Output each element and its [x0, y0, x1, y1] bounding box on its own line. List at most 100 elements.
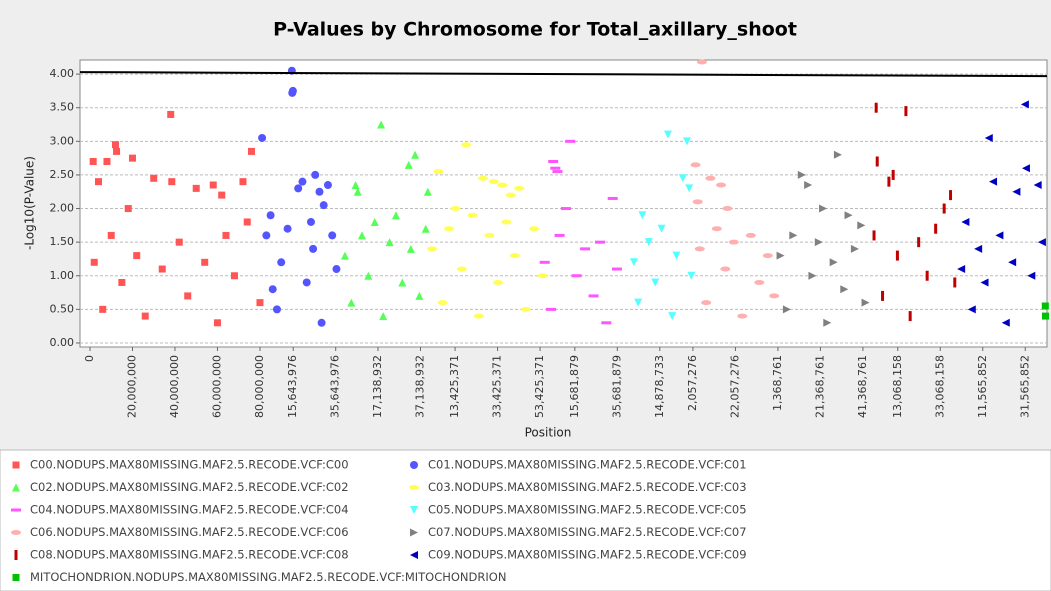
point: [461, 142, 472, 148]
point: [895, 250, 899, 261]
x-tick-label: 21,368,761: [813, 355, 826, 418]
point: [887, 176, 891, 187]
point: [861, 298, 870, 307]
point: [934, 223, 938, 234]
point: [370, 217, 379, 226]
point: [488, 179, 499, 185]
legend-marker: [410, 506, 418, 514]
point: [891, 169, 895, 180]
point: [754, 279, 765, 285]
point: [685, 184, 694, 193]
point: [288, 88, 297, 97]
point: [364, 271, 373, 280]
point: [103, 157, 111, 165]
point: [218, 191, 226, 199]
point: [377, 120, 386, 129]
legend-label: C07.NODUPS.MAX80MISSING.MAF2.5.RECODE.VC…: [428, 525, 747, 539]
x-tick-label: 20,000,000: [125, 355, 138, 418]
point: [814, 238, 823, 247]
x-tick-label: 15,643,976: [286, 355, 299, 418]
point: [256, 299, 264, 307]
point: [484, 232, 495, 238]
legend-marker: [410, 528, 418, 537]
y-tick-label: 2.50: [50, 168, 75, 181]
legend-label: C02.NODUPS.MAX80MISSING.MAF2.5.RECODE.VC…: [30, 480, 349, 494]
point: [629, 258, 638, 267]
point: [668, 312, 677, 321]
point: [398, 278, 407, 287]
point: [823, 318, 832, 327]
x-tick-label: 35,643,976: [329, 355, 342, 418]
point: [107, 231, 115, 239]
point: [357, 231, 366, 240]
x-tick-label: 2,057,276: [686, 355, 699, 411]
point: [571, 274, 582, 278]
point: [385, 238, 394, 247]
point: [705, 175, 716, 181]
x-tick-label: 1,368,761: [771, 355, 784, 411]
point: [450, 206, 461, 212]
point: [601, 321, 612, 325]
point: [277, 258, 286, 267]
point: [745, 232, 756, 238]
point: [694, 246, 705, 252]
point: [980, 278, 989, 287]
point: [634, 298, 643, 307]
point: [782, 305, 791, 314]
point: [294, 184, 303, 193]
point: [99, 305, 107, 313]
y-tick-label: 3.00: [50, 134, 75, 147]
point: [309, 244, 318, 253]
point: [497, 182, 508, 188]
point: [908, 311, 912, 322]
legend-label: C00.NODUPS.MAX80MISSING.MAF2.5.RECODE.VC…: [30, 458, 349, 472]
point: [984, 133, 993, 142]
point: [141, 312, 149, 320]
x-tick-label: 14,878,733: [653, 355, 666, 418]
point: [711, 226, 722, 232]
point: [687, 271, 696, 280]
grid: [76, 73, 1047, 351]
x-tick-label: 33,425,371: [491, 355, 504, 418]
point: [175, 238, 183, 246]
point: [789, 231, 798, 240]
point: [833, 150, 842, 159]
point: [391, 211, 400, 220]
point: [925, 270, 929, 281]
point: [406, 244, 415, 253]
point: [552, 170, 563, 174]
x-tick-label: 60,000,000: [210, 355, 223, 418]
point: [283, 224, 292, 233]
point: [949, 190, 953, 201]
point: [797, 170, 806, 179]
point: [509, 253, 520, 259]
point: [243, 218, 251, 226]
point: [844, 211, 853, 220]
point: [1037, 238, 1046, 247]
point: [1021, 164, 1030, 173]
point: [298, 177, 307, 186]
legend-label: C05.NODUPS.MAX80MISSING.MAF2.5.RECODE.VC…: [428, 503, 747, 517]
point: [268, 285, 277, 294]
point: [696, 59, 707, 65]
y-tick-label: 0.50: [50, 302, 75, 315]
point: [804, 181, 813, 190]
point: [1027, 271, 1036, 280]
point: [351, 181, 360, 190]
point: [644, 238, 653, 247]
point: [808, 271, 817, 280]
x-tick-label: 11,565,852: [976, 355, 989, 418]
point: [317, 318, 326, 327]
point: [247, 147, 255, 155]
point: [550, 166, 561, 170]
legend-marker: [12, 574, 20, 581]
point: [762, 253, 773, 259]
point: [158, 265, 166, 273]
point: [340, 251, 349, 260]
point: [258, 133, 267, 142]
point: [995, 231, 1004, 240]
point: [651, 278, 660, 287]
point: [904, 106, 908, 117]
legend: C00.NODUPS.MAX80MISSING.MAF2.5.RECODE.VC…: [11, 458, 747, 584]
point: [874, 102, 878, 113]
